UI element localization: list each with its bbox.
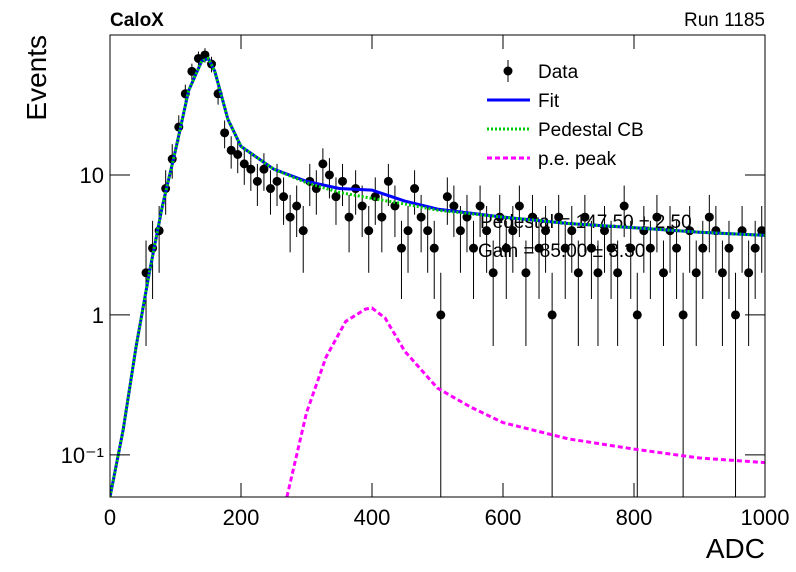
data-point (272, 176, 282, 186)
data-point (704, 212, 714, 222)
data-point (259, 164, 269, 174)
frame (109, 34, 766, 498)
data-point (521, 268, 531, 278)
data-point (750, 243, 760, 253)
data-point (717, 268, 727, 278)
x-tick-label: 600 (485, 505, 522, 530)
data-point (338, 176, 348, 186)
data-point (311, 184, 321, 194)
legend-label: Fit (538, 91, 560, 112)
legend-marker (503, 66, 513, 76)
data-point (233, 150, 243, 160)
data-point (724, 243, 734, 253)
x-tick-label: 400 (354, 505, 391, 530)
data-point (645, 243, 655, 253)
legend-label: Data (538, 62, 579, 83)
data-point (698, 243, 708, 253)
data-point (455, 226, 465, 236)
data-point (501, 243, 511, 253)
data-point (246, 164, 256, 174)
data-point (403, 226, 413, 236)
data-point (691, 268, 701, 278)
data-point (442, 192, 452, 202)
data-point (514, 201, 524, 211)
data-point (757, 226, 765, 236)
y-tick-label: 10 (80, 163, 104, 188)
data-point (606, 243, 616, 253)
data-point (429, 243, 439, 253)
data-point (298, 226, 308, 236)
data-point (383, 176, 393, 186)
fit-curve (285, 306, 765, 497)
legend-label: p.e. peak (538, 149, 617, 170)
data-point (416, 212, 426, 222)
data-point (744, 268, 754, 278)
data-point (292, 201, 302, 211)
legend-label: Pedestal CB (538, 120, 644, 141)
x-tick-label: 800 (616, 505, 653, 530)
x-tick-label: 1000 (741, 505, 790, 530)
data-point (377, 212, 387, 222)
x-tick-label: 0 (104, 505, 116, 530)
y-tick-label: 10⁻¹ (61, 443, 104, 468)
data-point (396, 243, 406, 253)
data-point (613, 268, 623, 278)
data-point (593, 268, 603, 278)
data-point (252, 176, 262, 186)
chart-title: CaloX (110, 10, 164, 31)
data-point (482, 226, 492, 236)
data-point (469, 243, 479, 253)
chart-subtitle: Run 1185 (684, 10, 765, 31)
data-point (357, 201, 367, 211)
data-point (220, 128, 230, 138)
data-point (364, 226, 374, 236)
data-point (410, 184, 420, 194)
data-point (285, 212, 295, 222)
data-point (449, 201, 459, 211)
data-point (560, 243, 570, 253)
data-point (632, 310, 642, 320)
data-point (239, 159, 249, 169)
data-point (423, 226, 433, 236)
data-point (331, 192, 341, 202)
data-point (672, 243, 682, 253)
y-axis-title: Events (21, 35, 52, 121)
data-point (626, 243, 636, 253)
data-point (436, 310, 446, 320)
data-point (226, 145, 236, 155)
data-point (619, 201, 629, 211)
data-point (547, 310, 557, 320)
data-point (534, 243, 544, 253)
data-point (567, 226, 577, 236)
data-point (652, 212, 662, 222)
data-point (678, 310, 688, 320)
data-point (508, 226, 518, 236)
data-point (475, 201, 485, 211)
data-point (554, 212, 564, 222)
data-point (658, 268, 668, 278)
data-point (265, 184, 275, 194)
annotation: Gain = 85.00 ± 3.30 (478, 241, 645, 262)
x-axis-title: ADC (706, 533, 765, 564)
data-point (200, 50, 210, 60)
fit-curve (110, 56, 765, 497)
y-tick-label: 1 (92, 303, 104, 328)
data-point (586, 243, 596, 253)
data-point (488, 268, 498, 278)
data-point (580, 212, 590, 222)
data-point (279, 192, 289, 202)
x-tick-label: 200 (223, 505, 260, 530)
data-point (187, 66, 197, 76)
data-point (573, 268, 583, 278)
data-point (318, 159, 328, 169)
plot-area (110, 48, 765, 497)
data-point (731, 310, 741, 320)
data-point (324, 170, 334, 180)
data-point (600, 226, 610, 236)
data-point (344, 212, 354, 222)
data-point (541, 226, 551, 236)
